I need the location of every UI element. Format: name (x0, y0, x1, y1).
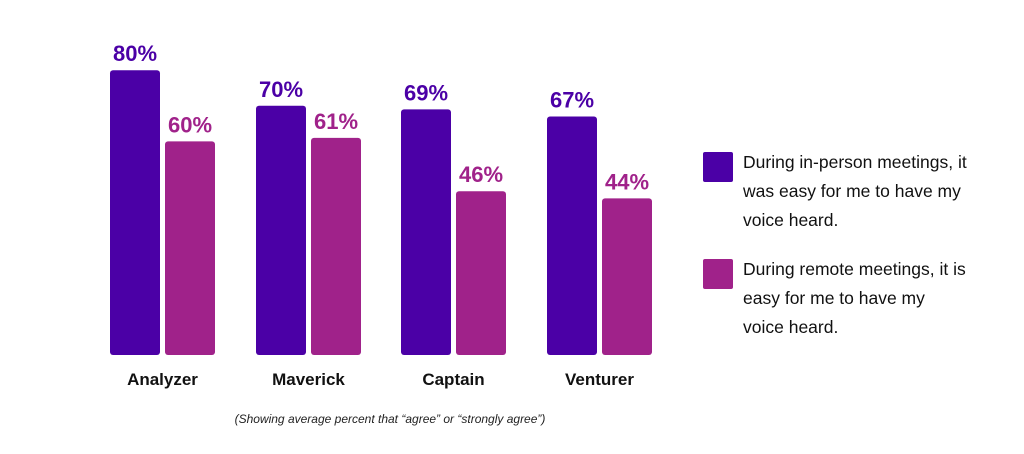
value-label-captain-series-1: 69% (404, 80, 448, 105)
category-label-venturer: Venturer (565, 370, 634, 389)
bar-venturer-series-1 (547, 116, 597, 355)
legend-label-in-person: During in-person meetings, it was easy f… (743, 152, 967, 230)
category-label-maverick: Maverick (272, 370, 345, 389)
chart-caption: (Showing average percent that “agree” or… (234, 412, 546, 426)
value-label-maverick-series-1: 70% (259, 77, 303, 102)
legend-item-remote: During remote meetings, it is easy for m… (703, 255, 1003, 342)
bar-analyzer-series-2 (165, 141, 215, 355)
value-label-venturer-series-1: 67% (550, 87, 594, 112)
bar-captain-series-2 (456, 191, 506, 355)
legend-swatch-in-person (703, 152, 733, 182)
legend-swatch-remote (703, 259, 733, 289)
chart-legend: During in-person meetings, it was easy f… (703, 148, 1003, 362)
legend-label-remote: During remote meetings, it is easy for m… (743, 259, 966, 337)
bar-analyzer-series-1 (110, 70, 160, 355)
bar-maverick-series-2 (311, 137, 361, 355)
category-label-analyzer: Analyzer (127, 370, 198, 389)
bar-captain-series-1 (401, 109, 451, 355)
value-label-maverick-series-2: 61% (314, 109, 358, 134)
value-label-venturer-series-2: 44% (605, 169, 649, 194)
legend-item-in-person: During in-person meetings, it was easy f… (703, 148, 1003, 235)
value-label-captain-series-2: 46% (459, 162, 503, 187)
bar-maverick-series-1 (256, 105, 306, 355)
value-label-analyzer-series-1: 80% (113, 41, 157, 66)
category-label-captain: Captain (422, 370, 484, 389)
bar-venturer-series-2 (602, 198, 652, 355)
value-label-analyzer-series-2: 60% (168, 112, 212, 137)
